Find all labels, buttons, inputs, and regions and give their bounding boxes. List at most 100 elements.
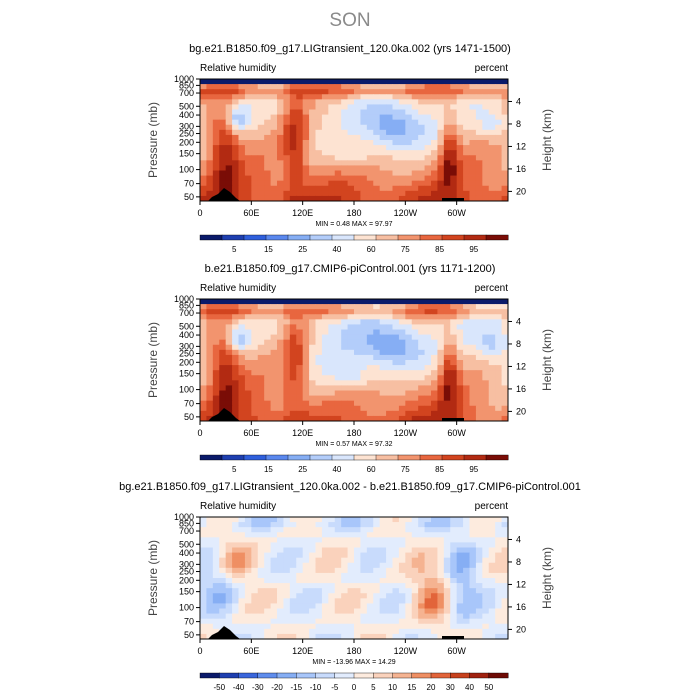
- field-cell: [405, 542, 413, 548]
- field-cell: [257, 390, 265, 396]
- field-cell: [456, 129, 464, 136]
- field-cell: [328, 165, 336, 171]
- field-cell: [302, 532, 310, 538]
- field-cell: [232, 175, 239, 182]
- field-cell: [309, 334, 316, 341]
- field-cell: [289, 309, 297, 315]
- field-cell: [244, 114, 252, 121]
- colorbar-label: 25: [298, 465, 307, 474]
- field-cell: [328, 390, 336, 396]
- field-cell: [405, 380, 413, 386]
- field-cell: [366, 370, 374, 376]
- field-cell: [244, 84, 252, 90]
- field-cell: [309, 140, 316, 146]
- y-tick-label: 1000: [174, 74, 194, 84]
- field-cell: [212, 603, 220, 609]
- field-cell: [334, 104, 342, 110]
- field-cell: [398, 175, 406, 182]
- field-cell: [392, 583, 400, 589]
- x-tick-label: 120W: [394, 208, 418, 218]
- field-cell: [398, 360, 406, 366]
- field-cell: [219, 395, 227, 402]
- colorbar-segment: [397, 234, 421, 241]
- field-cell: [392, 588, 400, 594]
- field-cell: [283, 628, 291, 635]
- field-cell: [257, 578, 265, 584]
- field-cell: [270, 552, 278, 559]
- field-cell: [488, 349, 496, 356]
- field-cell: [450, 349, 458, 356]
- field-cell: [200, 99, 207, 105]
- field-cell: [405, 175, 413, 182]
- field-cell: [456, 618, 464, 625]
- field-cell: [482, 375, 490, 381]
- field-cell: [450, 304, 458, 310]
- field-cell: [475, 134, 483, 141]
- field-cell: [200, 415, 207, 422]
- field-cell: [206, 109, 214, 115]
- field-cell: [431, 99, 438, 105]
- field-cell: [354, 89, 361, 95]
- field-cell: [277, 400, 284, 407]
- field-cell: [232, 314, 239, 320]
- field-cell: [469, 365, 477, 371]
- field-cell: [482, 150, 490, 156]
- field-cell: [366, 380, 374, 386]
- field-cell: [495, 170, 502, 176]
- field-cell: [411, 79, 419, 85]
- field-cell: [482, 99, 490, 105]
- field-cell: [296, 84, 304, 90]
- field-cell: [456, 89, 464, 95]
- field-cell: [334, 180, 342, 187]
- field-cell: [418, 89, 425, 95]
- field-cell: [232, 370, 239, 376]
- field-cell: [302, 628, 310, 635]
- field-cell: [296, 314, 304, 320]
- field-cell: [431, 114, 438, 121]
- field-cell: [289, 572, 297, 579]
- field-cell: [475, 395, 483, 402]
- field-cell: [495, 339, 502, 346]
- field-cell: [257, 583, 265, 589]
- field-cell: [225, 517, 233, 523]
- field-cell: [488, 527, 496, 533]
- field-cell: [328, 552, 336, 559]
- field-cell: [347, 583, 355, 589]
- field-cell: [219, 623, 227, 630]
- field-cell: [328, 99, 336, 105]
- field-cell: [296, 339, 304, 346]
- field-cell: [373, 109, 381, 115]
- field-cell: [270, 588, 278, 594]
- field-cell: [289, 155, 297, 161]
- field-cell: [366, 170, 374, 176]
- field-cell: [270, 613, 278, 620]
- field-cell: [456, 334, 464, 341]
- field-cell: [264, 129, 271, 136]
- field-cell: [450, 572, 458, 579]
- field-cell: [379, 532, 387, 538]
- field-cell: [219, 99, 227, 105]
- field-cell: [296, 304, 304, 310]
- field-cell: [366, 517, 374, 523]
- field-cell: [283, 104, 291, 110]
- field-cell: [334, 339, 342, 346]
- field-cell: [309, 99, 316, 105]
- field-cell: [321, 155, 329, 161]
- field-cell: [257, 195, 265, 202]
- field-cell: [328, 623, 336, 630]
- field-cell: [437, 562, 445, 569]
- field-cell: [289, 562, 297, 569]
- field-cell: [251, 400, 259, 407]
- field-cell: [488, 572, 496, 579]
- field-cell: [289, 547, 297, 553]
- field-cell: [437, 537, 445, 543]
- field-cell: [206, 314, 214, 320]
- field-cell: [392, 119, 400, 126]
- field-cell: [360, 557, 368, 564]
- field-cell: [283, 370, 291, 376]
- field-cell: [495, 588, 502, 594]
- field-cell: [334, 588, 342, 594]
- field-cell: [270, 365, 278, 371]
- field-cell: [321, 180, 329, 187]
- colorbar-label: 25: [298, 245, 307, 254]
